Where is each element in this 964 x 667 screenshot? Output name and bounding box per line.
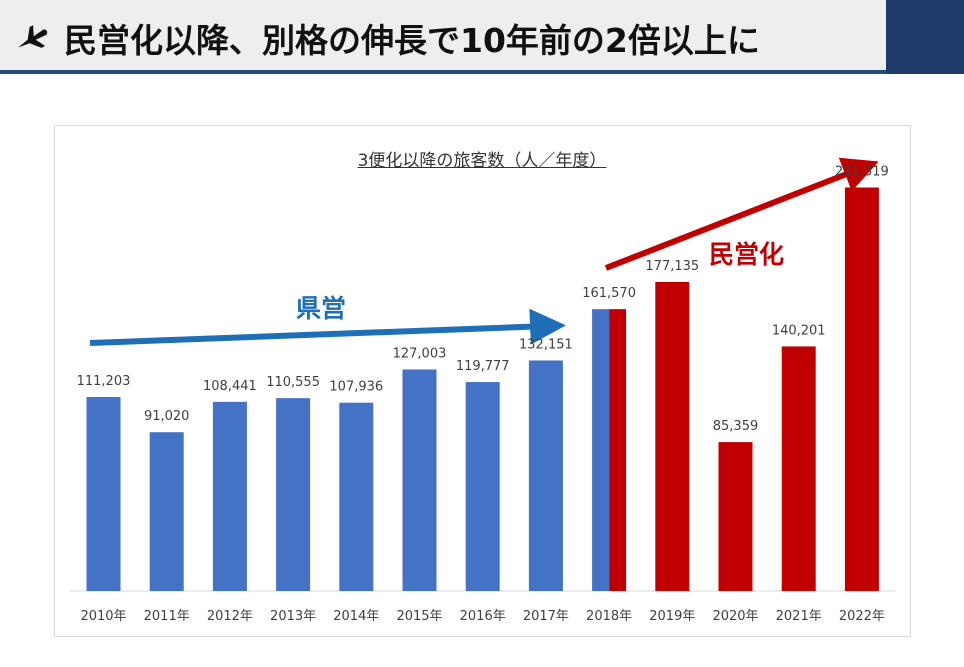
bar-2015年	[402, 369, 437, 591]
value-label: 177,135	[645, 259, 699, 274]
category-label: 2011年	[144, 609, 190, 624]
bar-2010年	[86, 397, 121, 591]
category-label: 2013年	[270, 609, 316, 624]
value-label: 140,201	[772, 323, 826, 338]
category-label: 2016年	[460, 609, 506, 624]
header-bar: 民営化以降、別格の伸長で10年前の2倍以上に	[0, 0, 886, 74]
airplane-icon	[18, 25, 48, 48]
category-label: 2010年	[80, 609, 126, 624]
value-label: 119,777	[456, 359, 510, 374]
bar-2018年-prefectural	[592, 309, 610, 591]
header-accent-block	[886, 0, 964, 74]
bar-2022年	[844, 187, 879, 591]
value-label: 85,359	[713, 419, 759, 434]
category-label: 2022年	[839, 609, 885, 624]
bar-2016年	[465, 382, 500, 591]
category-label: 2021年	[776, 609, 822, 624]
category-label: 2015年	[396, 609, 442, 624]
value-label: 110,555	[266, 375, 320, 390]
category-label: 2012年	[207, 609, 253, 624]
bar-2019年	[655, 281, 690, 591]
category-label: 2019年	[649, 609, 695, 624]
bar-2017年	[528, 360, 563, 591]
value-label: 91,020	[144, 409, 190, 424]
value-label: 108,441	[203, 379, 257, 394]
category-label: 2017年	[523, 609, 569, 624]
page-title: 民営化以降、別格の伸長で10年前の2倍以上に	[64, 21, 760, 60]
value-label: 161,570	[582, 286, 636, 301]
category-label: 2014年	[333, 609, 379, 624]
bar-2020年	[718, 442, 753, 591]
prefectural-trend-arrow	[89, 308, 566, 346]
privatized-label: 民営化	[709, 240, 785, 269]
bar-2014年	[339, 402, 374, 591]
chart-title: 3便化以降の旅客数（人／年度）	[357, 151, 607, 171]
bar-2013年	[276, 398, 311, 591]
prefectural-label: 県営	[296, 294, 347, 323]
bar-2011年	[149, 432, 184, 591]
category-label: 2020年	[712, 609, 758, 624]
value-label: 231,319	[835, 164, 889, 179]
chart-frame	[54, 125, 911, 637]
bar-2018年-privatized	[609, 309, 627, 591]
value-label: 127,003	[393, 346, 447, 361]
bar-2021年	[781, 346, 816, 591]
category-label: 2018年	[586, 609, 632, 624]
bar-2012年	[212, 401, 247, 591]
privatized-trend-arrow	[604, 157, 879, 271]
value-label: 111,203	[77, 374, 131, 389]
value-label: 132,151	[519, 337, 573, 352]
value-label: 107,936	[329, 380, 383, 395]
